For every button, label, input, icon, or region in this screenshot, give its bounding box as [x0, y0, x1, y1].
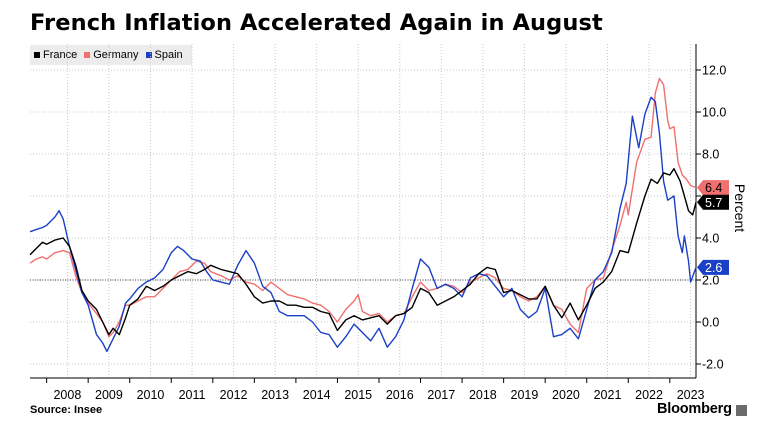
y-tick-label: 4.0 — [702, 232, 719, 246]
legend-swatch-spain — [145, 52, 152, 58]
y-tick-label: 0.0 — [702, 316, 719, 330]
y-tick-label: -2.0 — [702, 358, 724, 372]
series-line-germany — [29, 77, 697, 338]
legend-item-germany: Germany — [84, 49, 139, 61]
x-tick-label: 2015 — [344, 388, 372, 402]
x-tick-label: 2023 — [677, 388, 705, 402]
series-line-spain — [29, 96, 697, 353]
x-tick-label: 2008 — [53, 388, 81, 402]
x-tick-label: 2019 — [511, 388, 539, 402]
x-tick-label: 2021 — [594, 388, 622, 402]
series-line-france — [29, 168, 697, 336]
end-label-flag-spain — [697, 259, 729, 275]
legend-item-france: France — [34, 49, 77, 61]
end-label-spain: 2.6 — [705, 261, 722, 275]
legend-swatch-germany — [84, 52, 91, 58]
y-tick-label: 8.0 — [702, 148, 719, 162]
x-tick-label: 2017 — [427, 388, 455, 402]
x-tick-label: 2018 — [469, 388, 497, 402]
bloomberg-logo: Bloomberg — [657, 401, 747, 417]
end-label-flag-france — [697, 194, 729, 210]
y-tick-label: 12.0 — [702, 64, 726, 78]
legend-label-germany: Germany — [93, 49, 139, 61]
bloomberg-mark-icon — [735, 404, 747, 416]
legend: France Germany Spain — [30, 45, 192, 65]
legend-label-france: France — [43, 49, 78, 61]
x-tick-label: 2011 — [179, 388, 206, 402]
chart-title: French Inflation Accelerated Again in Au… — [30, 10, 603, 36]
y-tick-label: 2.0 — [702, 274, 719, 288]
x-tick-label: 2020 — [552, 388, 580, 402]
legend-swatch-france — [34, 52, 40, 58]
end-label-france: 5.7 — [705, 196, 722, 210]
y-tick-label: 10.0 — [702, 106, 726, 120]
y-axis-label: Percent — [732, 184, 748, 232]
brand-text: Bloomberg — [657, 401, 732, 417]
x-tick-label: 2013 — [261, 388, 289, 402]
x-tick-label: 2016 — [386, 388, 414, 402]
source-note: Source: Insee — [30, 404, 103, 416]
end-label-flag-germany — [697, 180, 729, 196]
end-label-germany: 6.4 — [705, 181, 722, 195]
legend-item-spain: Spain — [145, 49, 183, 61]
x-tick-label: 2010 — [137, 388, 165, 402]
legend-label-spain: Spain — [154, 49, 183, 61]
x-tick-label: 2022 — [635, 388, 663, 402]
x-tick-label: 2012 — [220, 388, 248, 402]
x-tick-label: 2009 — [95, 388, 123, 402]
x-tick-label: 2014 — [303, 388, 331, 402]
